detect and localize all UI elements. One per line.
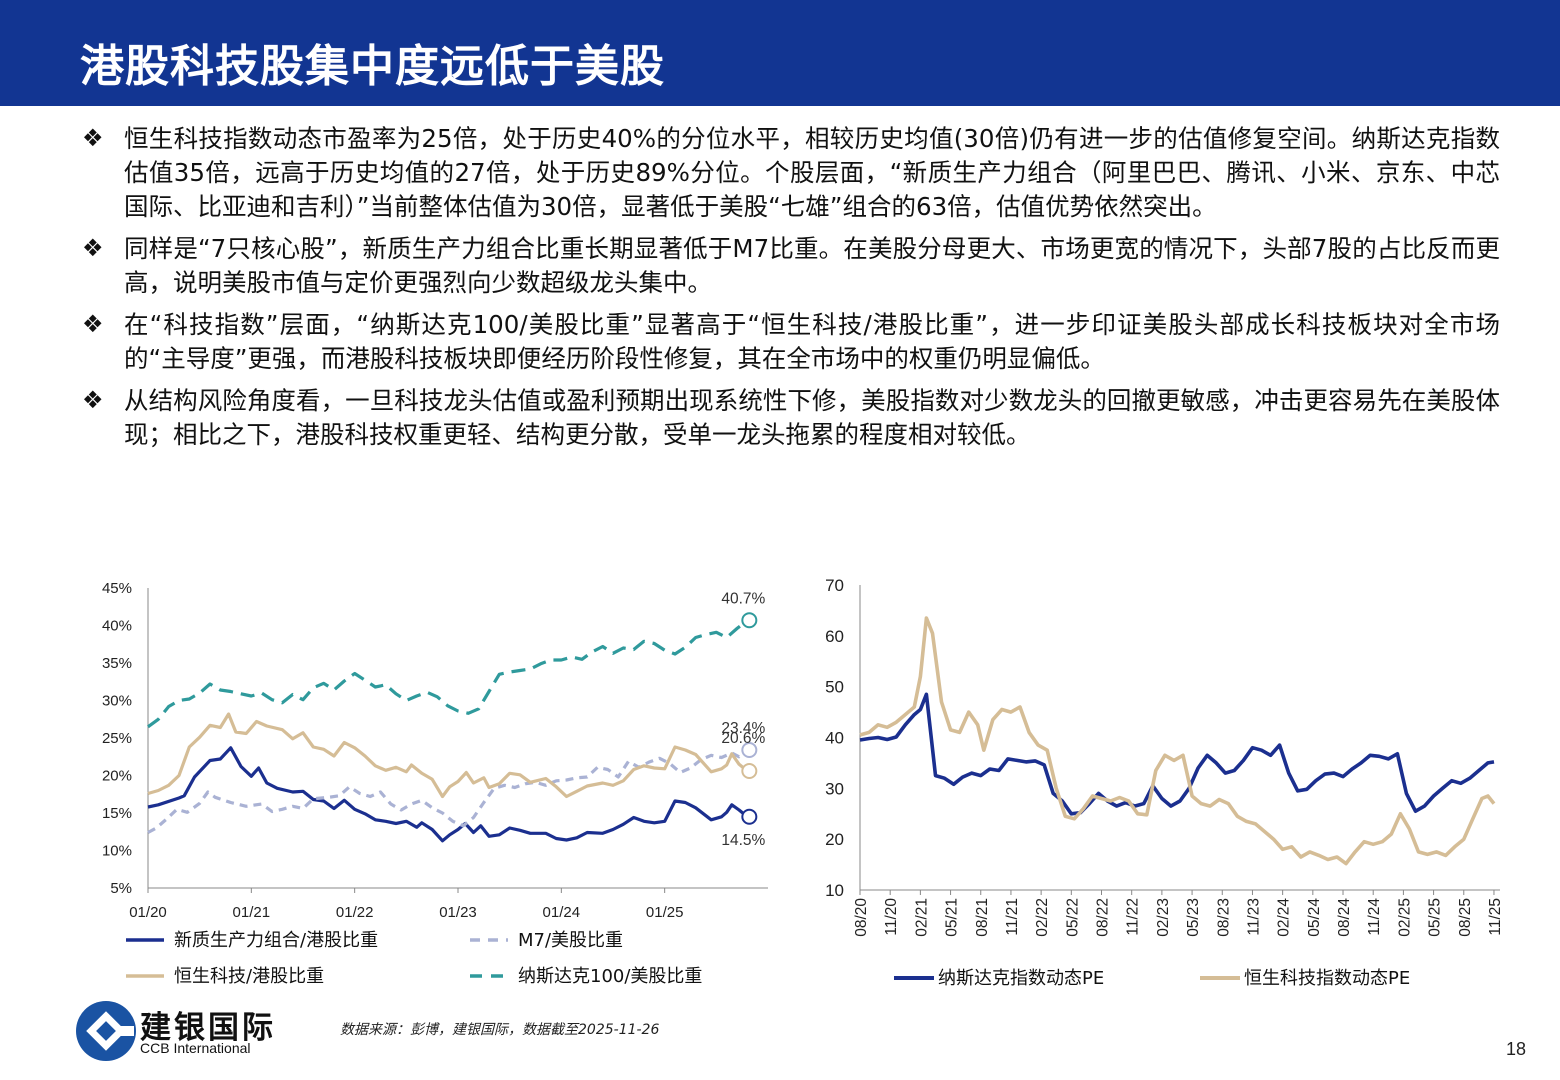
- logo-text-cn: 建银国际: [140, 1010, 276, 1046]
- x-tick-label: 11/21: [1004, 898, 1021, 936]
- page-number: 18: [1506, 1039, 1527, 1059]
- series-end-marker: [741, 763, 758, 779]
- x-tick-label: 01/23: [439, 904, 477, 921]
- bullet-text: 在“科技指数”层面，“纳斯达克100/美股比重”显著高于“恒生科技/港股比重”，…: [124, 310, 1500, 373]
- y-tick-label: 30%: [102, 693, 132, 710]
- x-tick-label: 01/21: [233, 904, 271, 921]
- series-end-marker: [741, 808, 758, 825]
- x-tick-label: 11/20: [883, 898, 900, 936]
- bullet-text: 恒生科技指数动态市盈率为25倍，处于历史40%的分位水平，相较历史均值(30倍)…: [124, 124, 1500, 221]
- diamond-bullet-icon: ❖: [82, 310, 104, 338]
- x-tick-label: 05/23: [1185, 898, 1202, 937]
- x-tick-label: 11/24: [1366, 898, 1383, 936]
- x-tick-label: 08/22: [1095, 898, 1112, 937]
- legend-label: 纳斯达克100/美股比重: [518, 966, 702, 987]
- y-tick-label: 20: [825, 830, 844, 849]
- bullet-item: ❖ 同样是“7只核心股”，新质生产力组合比重长期显著低于M7比重。在美股分母更大…: [80, 232, 1500, 300]
- legend-label: 恒生科技指数动态PE: [1244, 968, 1410, 989]
- legend-label: 纳斯达克指数动态PE: [938, 968, 1104, 989]
- diamond-bullet-icon: ❖: [82, 124, 104, 152]
- series-line-0: [859, 692, 1495, 816]
- series-end-label: 40.7%: [721, 590, 765, 607]
- x-tick-label: 08/25: [1457, 898, 1474, 937]
- x-tick-label: 08/23: [1215, 898, 1232, 937]
- series-line-1: [859, 616, 1496, 866]
- y-tick-label: 50: [825, 678, 844, 697]
- pe-ratio-chart: 10 20 30 40 50 60 70 08/20 11/20 02/21 05/21 08/21 1…: [825, 576, 1504, 989]
- y-tick-label: 70: [825, 576, 844, 595]
- ccb-logo-icon: [76, 1001, 136, 1061]
- bullet-item: ❖ 在“科技指数”层面，“纳斯达克100/美股比重”显著高于“恒生科技/港股比重…: [80, 308, 1500, 376]
- x-tick-label: 02/24: [1276, 898, 1293, 937]
- y-tick-label: 30: [825, 779, 844, 798]
- y-tick-label: 15%: [102, 805, 132, 822]
- y-tick-label: 40%: [102, 618, 132, 635]
- y-tick-label: 20%: [102, 768, 132, 785]
- diamond-bullet-icon: ❖: [82, 386, 104, 414]
- y-tick-label: 5%: [110, 880, 132, 897]
- series-end-label: 23.4%: [721, 720, 765, 737]
- x-tick-label: 02/25: [1396, 898, 1413, 937]
- y-tick-label: 25%: [102, 730, 132, 747]
- bullet-item: ❖ 恒生科技指数动态市盈率为25倍，处于历史40%的分位水平，相较历史均值(30…: [80, 122, 1500, 224]
- source-note: 数据来源：彭博，建银国际，数据截至2025-11-26: [340, 1022, 660, 1038]
- y-tick-label: 60: [825, 627, 844, 646]
- legend-label: 恒生科技/港股比重: [174, 966, 324, 987]
- x-tick-label: 01/22: [336, 904, 374, 921]
- x-tick-label: 05/25: [1427, 898, 1444, 937]
- x-tick-label: 05/24: [1306, 898, 1323, 937]
- x-tick-label: 05/22: [1064, 898, 1081, 937]
- page-title: 港股科技股集中度远低于美股: [80, 41, 665, 92]
- series-line-0: [147, 746, 749, 843]
- series-end-label: 20.6%: [721, 730, 765, 747]
- x-tick-label: 11/25: [1487, 898, 1504, 936]
- y-tick-label: 40: [825, 729, 844, 748]
- weight-ratio-chart: 5% 10% 15% 20% 25% 30% 35% 40% 45% 01/20 01/21 01/2…: [102, 580, 768, 987]
- x-tick-label: 05/21: [944, 898, 961, 937]
- bullet-item: ❖ 从结构风险角度看，一旦科技龙头估值或盈利预期出现系统性下修，美股指数对少数龙…: [80, 384, 1500, 452]
- legend-label: 新质生产力组合/港股比重: [174, 930, 378, 951]
- x-tick-label: 02/22: [1034, 898, 1051, 937]
- y-tick-label: 10%: [102, 843, 132, 860]
- bullet-text: 同样是“7只核心股”，新质生产力组合比重长期显著低于M7比重。在美股分母更大、市…: [124, 234, 1500, 297]
- logo-text-en: CCB International: [140, 1040, 251, 1056]
- x-tick-label: 02/21: [913, 898, 930, 937]
- diamond-bullet-icon: ❖: [82, 234, 104, 262]
- series-line-2: [147, 712, 749, 799]
- x-tick-label: 01/20: [129, 904, 167, 921]
- x-tick-label: 02/23: [1155, 898, 1172, 937]
- y-tick-label: 10: [825, 881, 844, 900]
- x-tick-label: 01/25: [646, 904, 684, 921]
- x-tick-label: 11/22: [1125, 898, 1142, 936]
- series-end-marker: [741, 612, 758, 629]
- y-tick-label: 35%: [102, 655, 132, 672]
- x-tick-label: 08/20: [853, 898, 870, 937]
- series-line-3: [147, 619, 749, 729]
- x-tick-label: 01/24: [543, 904, 581, 921]
- x-tick-label: 11/23: [1245, 898, 1262, 936]
- title-bar: 港股科技股集中度远低于美股: [0, 0, 1560, 106]
- x-tick-label: 08/24: [1336, 898, 1353, 937]
- bullet-list: ❖ 恒生科技指数动态市盈率为25倍，处于历史40%的分位水平，相较历史均值(30…: [80, 122, 1500, 460]
- series-end-label: 14.5%: [721, 832, 765, 849]
- bullet-text: 从结构风险角度看，一旦科技龙头估值或盈利预期出现系统性下修，美股指数对少数龙头的…: [124, 386, 1500, 449]
- y-tick-label: 45%: [102, 580, 132, 597]
- legend-label: M7/美股比重: [518, 930, 623, 951]
- series-end-marker: [741, 742, 758, 758]
- series-line-1: [147, 748, 749, 834]
- x-tick-label: 08/21: [974, 898, 991, 937]
